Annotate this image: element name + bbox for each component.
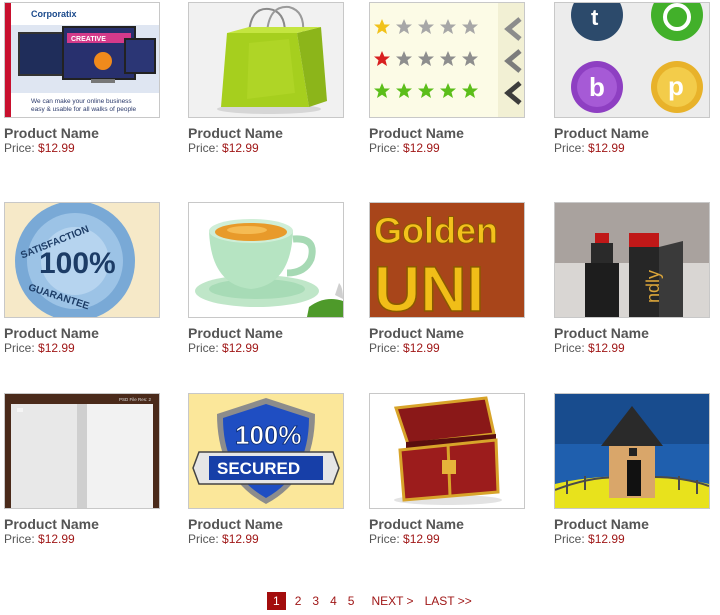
price-value: $12.99 <box>588 532 625 546</box>
overlay-text: t <box>591 5 599 30</box>
product-image-cartoon-house[interactable] <box>554 393 710 509</box>
overlay-text: b <box>589 72 605 102</box>
product-card[interactable]: Product Name Price: $12.99 <box>369 393 529 547</box>
price-value: $12.99 <box>38 141 75 155</box>
overlay-text: ndly <box>643 270 663 303</box>
price-value: $12.99 <box>403 532 440 546</box>
page-link-5[interactable]: 5 <box>347 593 355 608</box>
price-label: Price: <box>188 341 219 355</box>
overlay-text: SECURED <box>217 459 300 478</box>
product-card[interactable]: Product Name Price: $12.99 <box>188 2 348 156</box>
product-name[interactable]: Product Name <box>188 325 283 341</box>
product-price: Price: $12.99 <box>188 341 348 356</box>
product-card[interactable]: Corporatix CREATIVE We can make your onl… <box>4 2 164 156</box>
pagination: 1 2 3 4 5 NEXT > LAST >> <box>267 591 483 610</box>
product-card[interactable]: Product Name Price: $12.99 <box>554 393 714 547</box>
price-value: $12.99 <box>38 341 75 355</box>
product-image-secured-shield[interactable]: 100% SECURED <box>188 393 344 509</box>
product-price: Price: $12.99 <box>4 141 164 156</box>
price-value: $12.99 <box>222 341 259 355</box>
product-price: Price: $12.99 <box>369 532 529 547</box>
product-name[interactable]: Product Name <box>369 325 464 341</box>
product-name[interactable]: Product Name <box>4 325 99 341</box>
next-page-link[interactable]: NEXT > <box>371 593 414 608</box>
page-current[interactable]: 1 <box>267 591 286 610</box>
product-price: Price: $12.99 <box>188 141 348 156</box>
product-image-tea-cup[interactable] <box>188 202 344 318</box>
product-name[interactable]: Product Name <box>369 125 464 141</box>
product-price: Price: $12.99 <box>554 141 714 156</box>
product-card[interactable]: 100% SECURED Product Name Price: $12.99 <box>188 393 348 547</box>
page-link-4[interactable]: 4 <box>330 593 337 608</box>
product-name[interactable]: Product Name <box>4 125 99 141</box>
overlay-text: Golden <box>374 210 498 251</box>
overlay-text: UNI <box>374 253 484 317</box>
product-card[interactable]: Product Name Price: $12.99 <box>188 202 348 356</box>
price-value: $12.99 <box>588 141 625 155</box>
price-label: Price: <box>369 141 400 155</box>
price-value: $12.99 <box>588 341 625 355</box>
overlay-text: easy & usable for all walks of people <box>31 106 137 113</box>
overlay-text: p <box>668 71 684 101</box>
product-image-open-book[interactable]: PSD File Res: 2 <box>4 393 160 509</box>
product-price: Price: $12.99 <box>369 341 529 356</box>
product-image-social-icons[interactable]: t b p <box>554 2 710 118</box>
product-card[interactable]: SATISFACTION 100% GUARANTEE Product Name… <box>4 202 164 356</box>
product-name[interactable]: Product Name <box>554 516 649 532</box>
product-card[interactable]: Product Name Price: $12.99 <box>369 2 529 156</box>
product-card[interactable]: Golden UNI Product Name Price: $12.99 <box>369 202 529 356</box>
price-label: Price: <box>4 141 35 155</box>
price-value: $12.99 <box>222 532 259 546</box>
overlay-text: We can make your online business <box>31 98 132 105</box>
product-price: Price: $12.99 <box>554 341 714 356</box>
product-name[interactable]: Product Name <box>369 516 464 532</box>
product-name[interactable]: Product Name <box>188 125 283 141</box>
price-value: $12.99 <box>222 141 259 155</box>
product-image-golden-text[interactable]: Golden UNI <box>369 202 525 318</box>
product-image-website-template[interactable]: Corporatix CREATIVE We can make your onl… <box>4 2 160 118</box>
price-label: Price: <box>188 532 219 546</box>
price-value: $12.99 <box>403 341 440 355</box>
page-link-2[interactable]: 2 <box>294 593 302 608</box>
product-price: Price: $12.99 <box>4 532 164 547</box>
price-value: $12.99 <box>38 532 75 546</box>
price-label: Price: <box>369 532 400 546</box>
price-label: Price: <box>4 532 35 546</box>
product-name[interactable]: Product Name <box>554 125 649 141</box>
overlay-text: 100% <box>39 247 116 280</box>
product-name[interactable]: Product Name <box>4 516 99 532</box>
price-label: Price: <box>369 341 400 355</box>
product-price: Price: $12.99 <box>554 532 714 547</box>
product-image-wine-bottle[interactable]: ndly <box>554 202 710 318</box>
price-label: Price: <box>554 141 585 155</box>
overlay-text: CREATIVE <box>71 36 106 43</box>
product-image-treasure-chest[interactable] <box>369 393 525 509</box>
page-link-3[interactable]: 3 <box>312 593 320 608</box>
product-name[interactable]: Product Name <box>188 516 283 532</box>
overlay-text: 100% <box>235 420 302 450</box>
price-value: $12.99 <box>403 141 440 155</box>
product-image-shopping-bag[interactable] <box>188 2 344 118</box>
overlay-text: Corporatix <box>31 9 77 19</box>
last-page-link[interactable]: LAST >> <box>424 593 472 608</box>
product-card[interactable]: ndly Product Name Price: $12.99 <box>554 202 714 356</box>
product-card[interactable]: t b p Product Name Price: $12.99 <box>554 2 714 156</box>
product-image-star-rating[interactable] <box>369 2 525 118</box>
overlay-text: PSD File Res: 2 <box>119 397 152 402</box>
price-label: Price: <box>188 141 219 155</box>
product-image-satisfaction-seal[interactable]: SATISFACTION 100% GUARANTEE <box>4 202 160 318</box>
product-price: Price: $12.99 <box>369 141 529 156</box>
product-card[interactable]: PSD File Res: 2 Product Name Price: $12.… <box>4 393 164 547</box>
price-label: Price: <box>554 532 585 546</box>
product-price: Price: $12.99 <box>188 532 348 547</box>
product-price: Price: $12.99 <box>4 341 164 356</box>
product-name[interactable]: Product Name <box>554 325 649 341</box>
price-label: Price: <box>4 341 35 355</box>
price-label: Price: <box>554 341 585 355</box>
